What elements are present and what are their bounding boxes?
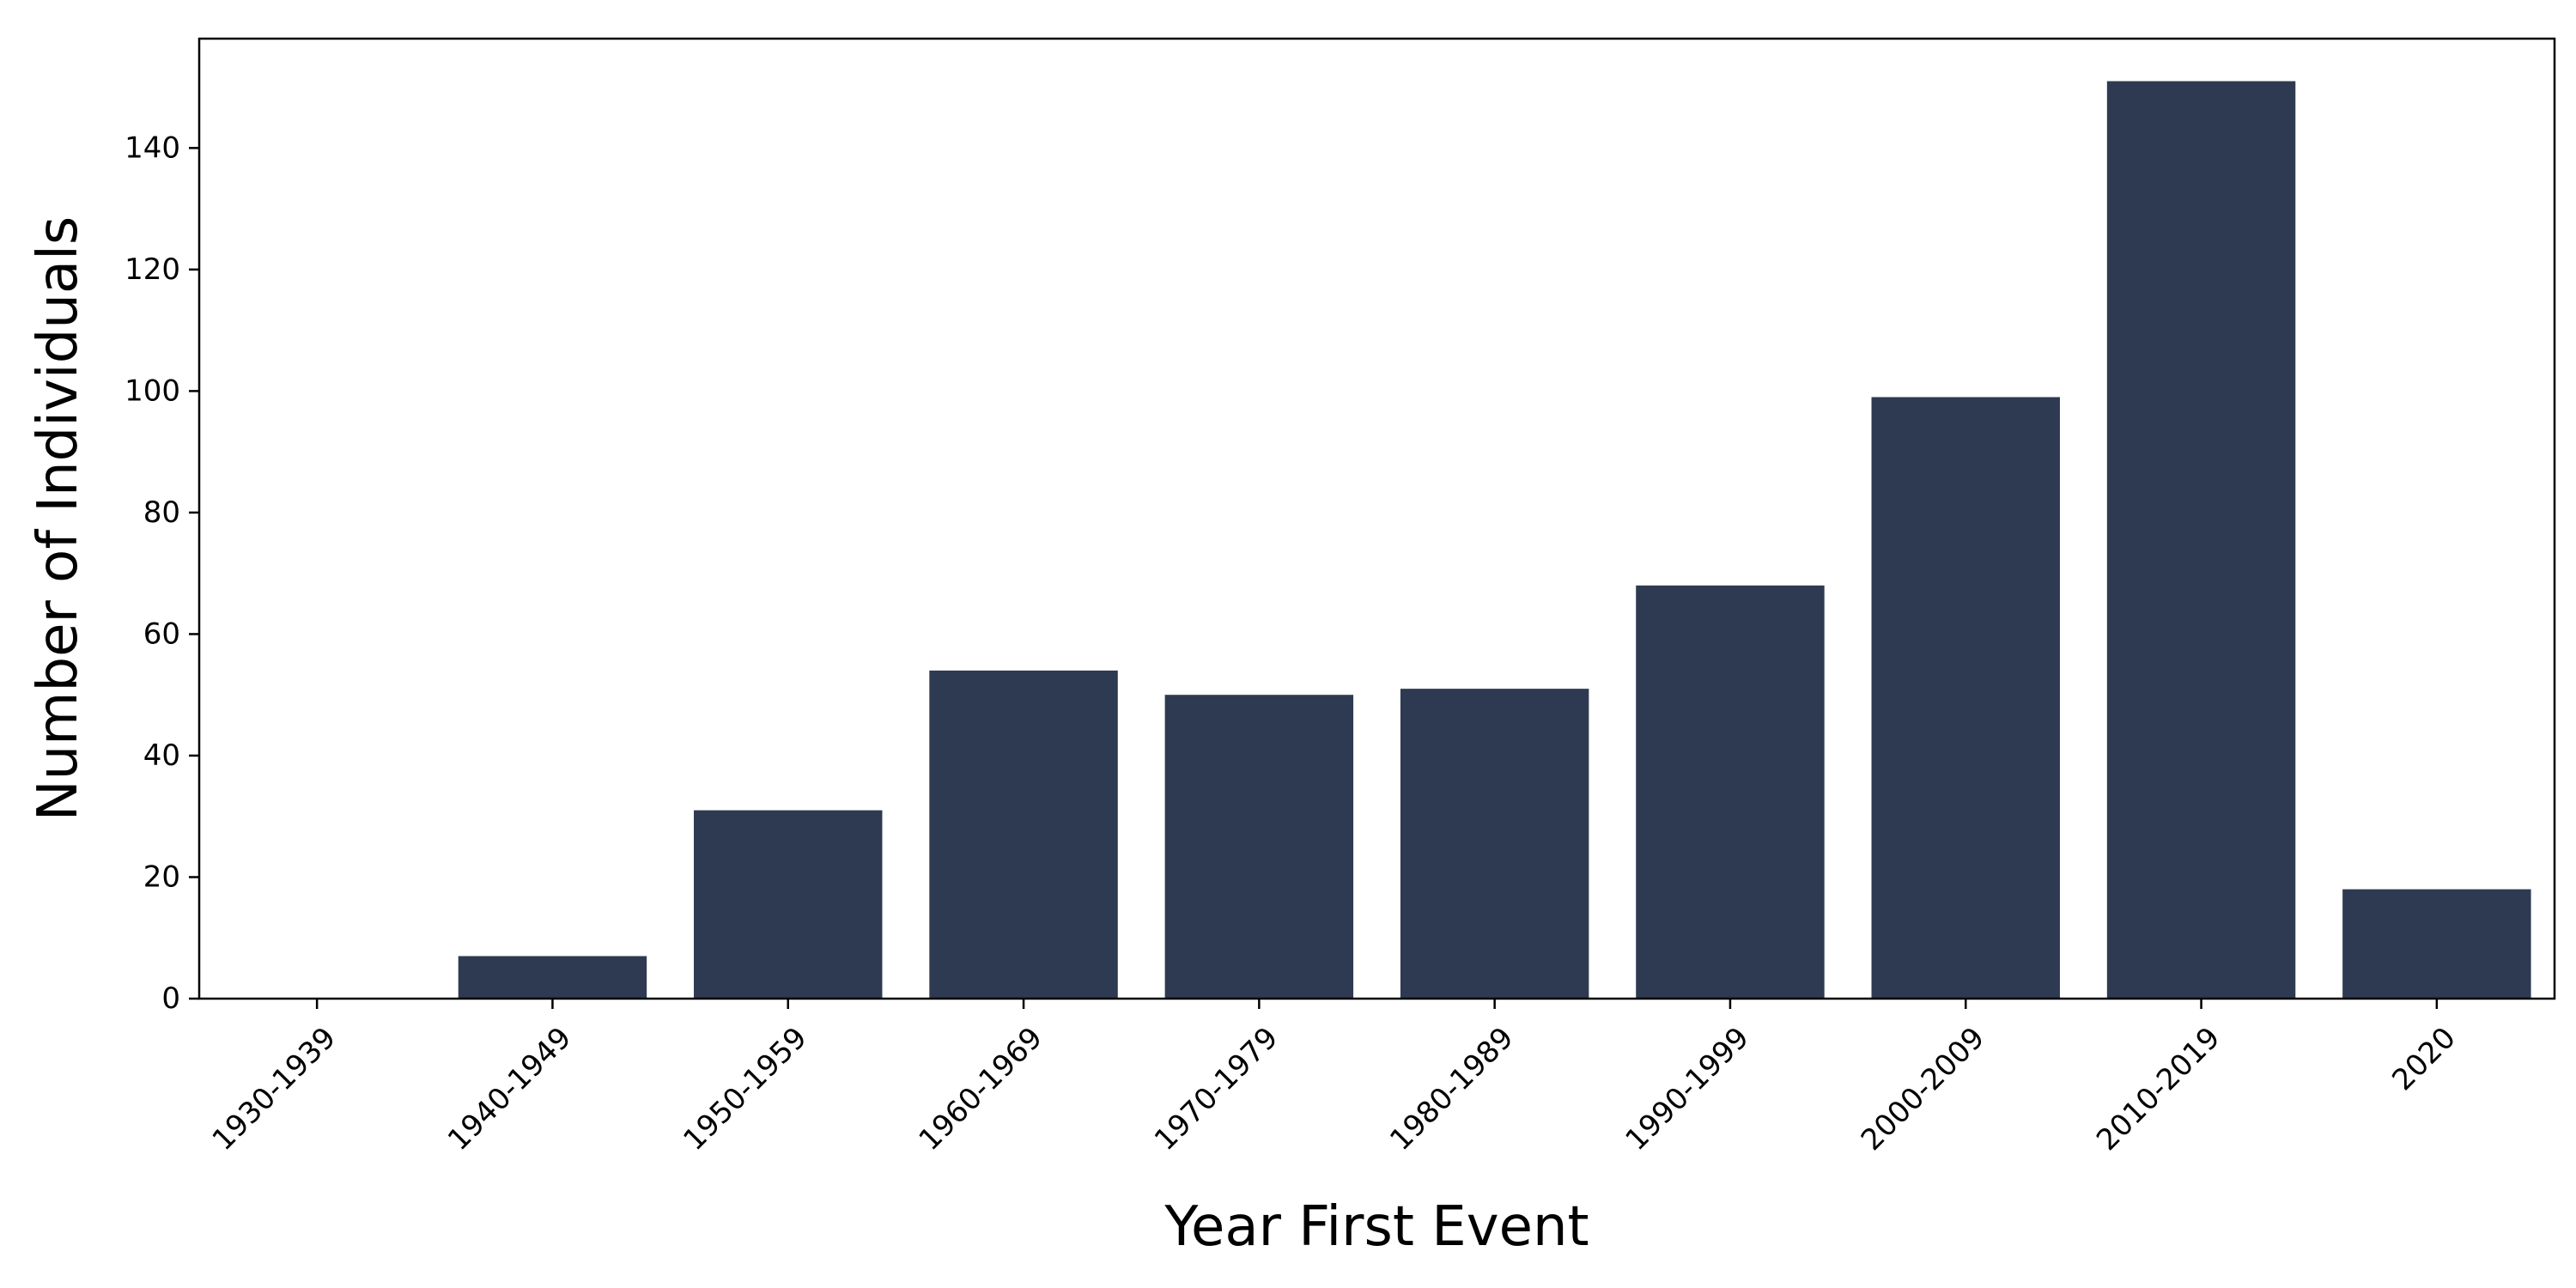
- bar-1980-1989: [1400, 689, 1589, 999]
- y-tick-label: 60: [143, 617, 180, 651]
- y-tick-label: 80: [143, 495, 180, 530]
- plot-frame: [197, 37, 2556, 1000]
- bar-2000-2009: [1871, 397, 2060, 999]
- bar-1990-1999: [1636, 585, 1825, 999]
- bar-1940-1949: [458, 956, 647, 999]
- bars-layer: [458, 81, 2531, 999]
- y-tick-label: 140: [125, 131, 180, 165]
- y-tick-label: 20: [143, 860, 180, 894]
- bar-1950-1959: [694, 810, 883, 999]
- bar-2020: [2342, 889, 2531, 999]
- y-axis-title: Number of Individuals: [27, 216, 90, 822]
- bar-2010-2019: [2106, 81, 2296, 999]
- y-axis: 0 20 40 60 80 100 120 140: [125, 131, 199, 1016]
- y-tick-label: 120: [125, 252, 180, 287]
- y-tick-label: 40: [143, 738, 180, 773]
- y-tick-label: 100: [125, 374, 180, 408]
- bar-1970-1979: [1164, 695, 1354, 999]
- y-tick-label: 0: [161, 981, 180, 1016]
- x-axis-title: Year First Event: [1163, 1195, 1589, 1259]
- bar-1960-1969: [929, 670, 1118, 999]
